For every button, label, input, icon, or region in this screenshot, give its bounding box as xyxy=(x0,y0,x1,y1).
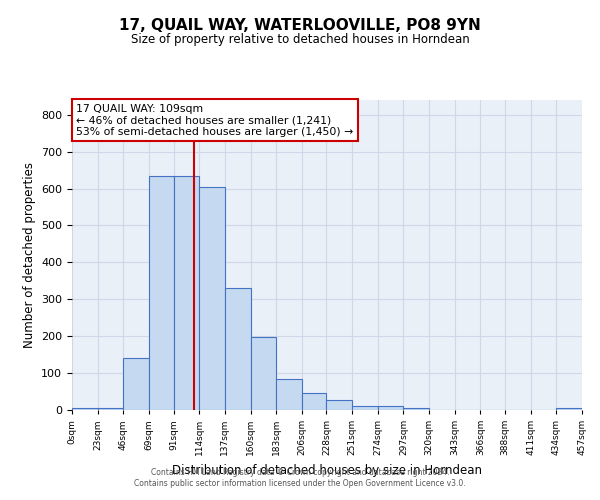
Bar xyxy=(556,408,582,410)
Bar xyxy=(378,406,403,410)
Y-axis label: Number of detached properties: Number of detached properties xyxy=(23,162,35,348)
Bar xyxy=(72,408,98,410)
Bar xyxy=(124,358,149,410)
Bar xyxy=(199,186,225,410)
Bar xyxy=(276,380,302,410)
Bar xyxy=(225,288,251,410)
Bar xyxy=(352,406,378,410)
Text: 17, QUAIL WAY, WATERLOOVILLE, PO8 9YN: 17, QUAIL WAY, WATERLOOVILLE, PO8 9YN xyxy=(119,18,481,32)
Bar xyxy=(403,408,429,410)
X-axis label: Distribution of detached houses by size in Horndean: Distribution of detached houses by size … xyxy=(172,464,482,476)
Bar xyxy=(326,400,352,410)
Bar xyxy=(302,392,326,410)
Bar xyxy=(173,176,199,410)
Text: Contains HM Land Registry data © Crown copyright and database right 2024.
Contai: Contains HM Land Registry data © Crown c… xyxy=(134,468,466,487)
Bar xyxy=(149,176,173,410)
Bar xyxy=(251,337,276,410)
Bar xyxy=(98,408,124,410)
Text: 17 QUAIL WAY: 109sqm
← 46% of detached houses are smaller (1,241)
53% of semi-de: 17 QUAIL WAY: 109sqm ← 46% of detached h… xyxy=(76,104,354,137)
Text: Size of property relative to detached houses in Horndean: Size of property relative to detached ho… xyxy=(131,32,469,46)
